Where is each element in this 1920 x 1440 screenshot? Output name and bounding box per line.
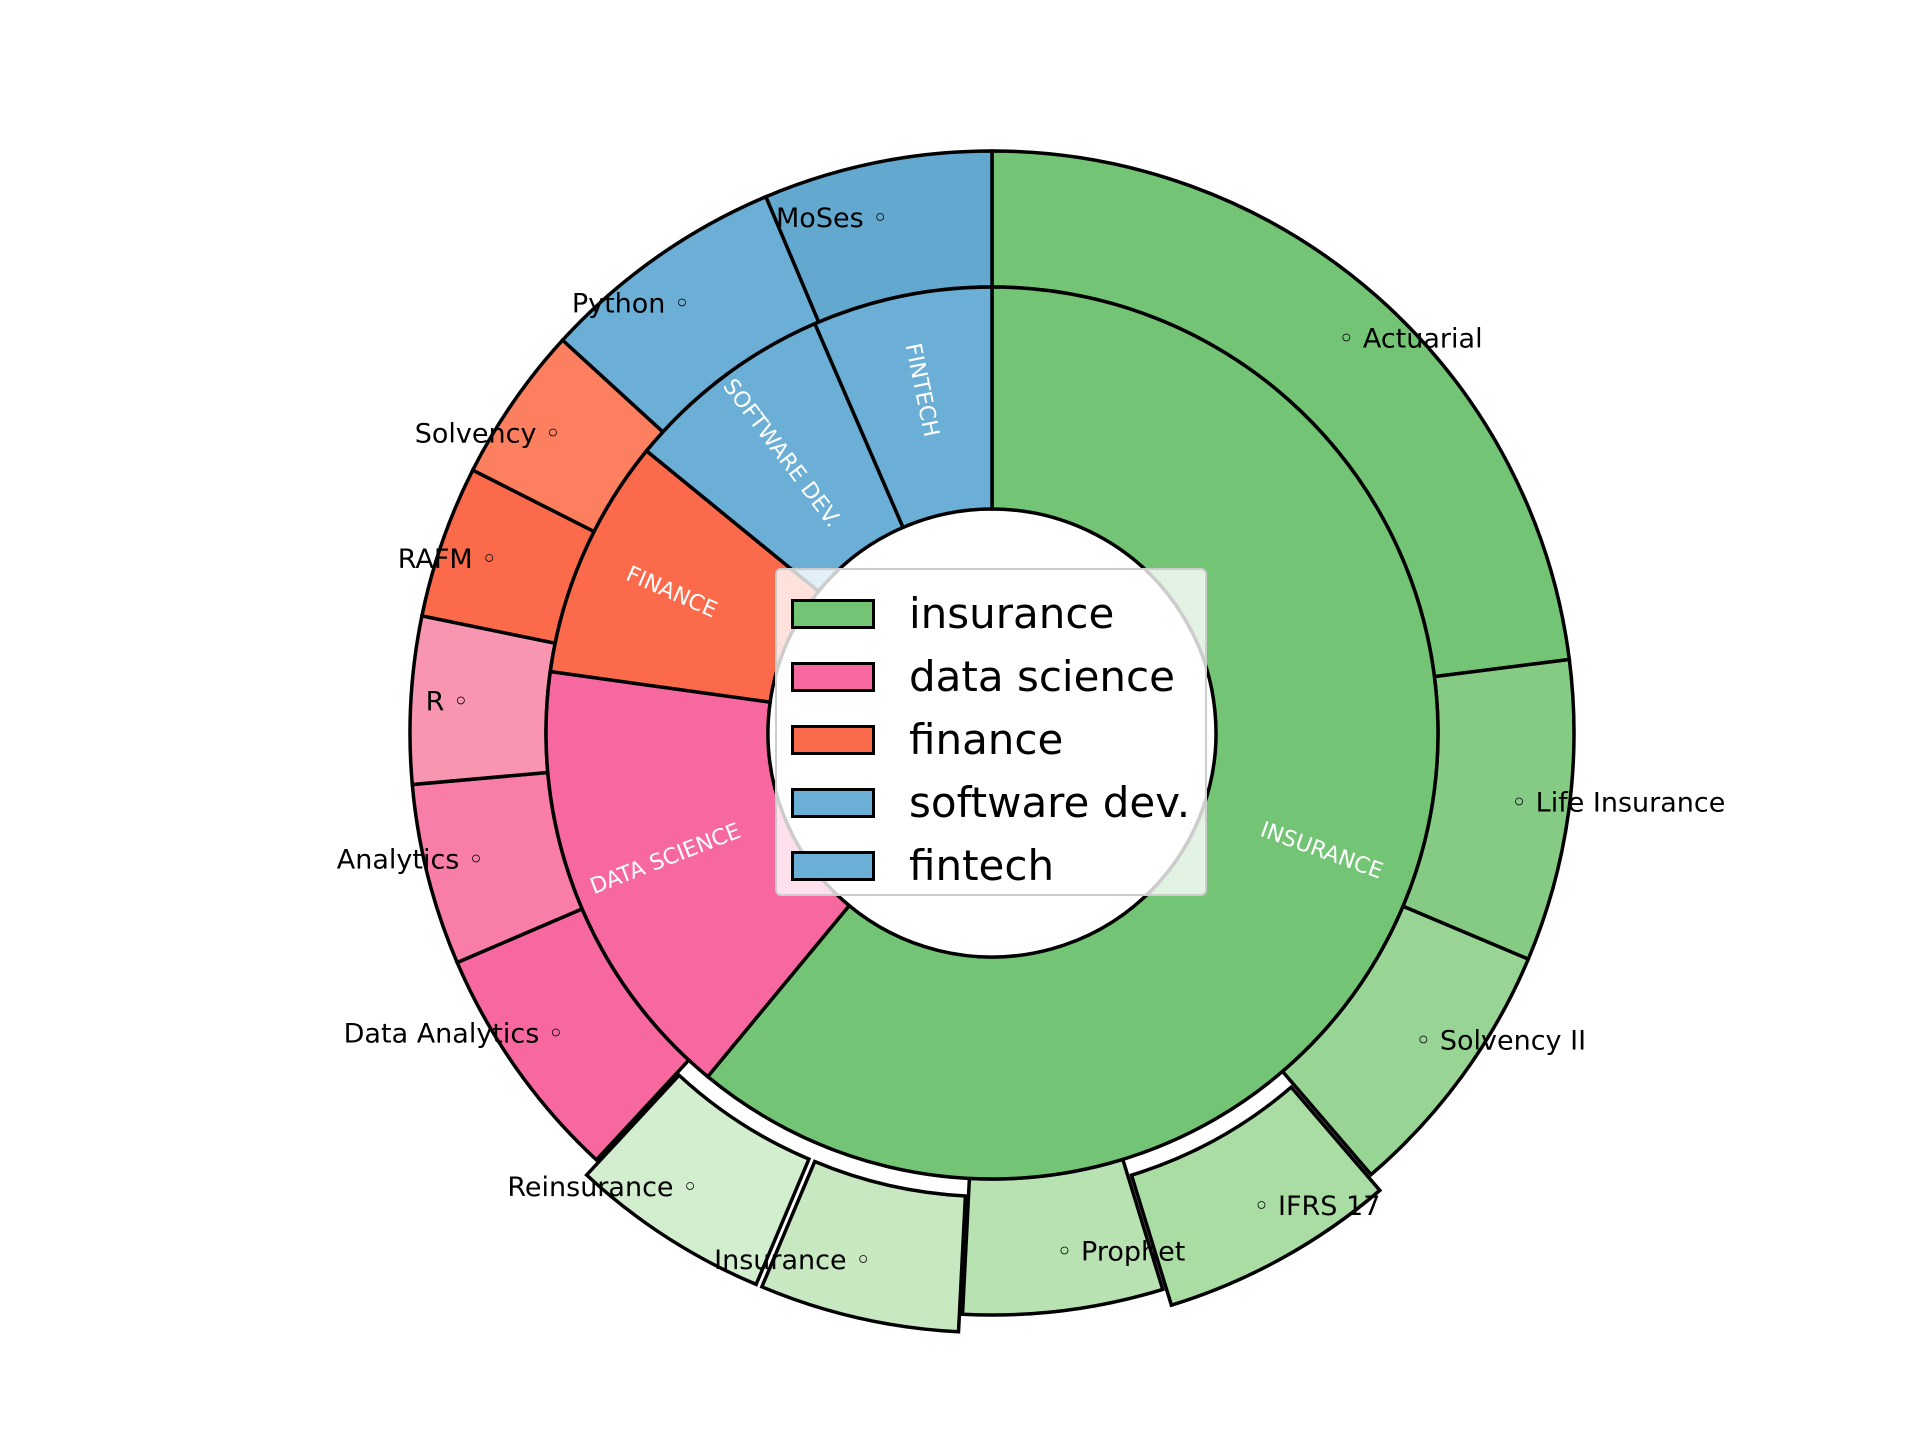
legend-swatch-data-science [791, 661, 875, 692]
legend-item-data-science: data science [791, 645, 1205, 708]
outer-wedge-ifrs-17 [1129, 1084, 1383, 1308]
outer-label-actuarial: ◦ Actuarial [1338, 323, 1482, 354]
outer-label-life-insurance: ◦ Life Insurance [1511, 788, 1725, 819]
legend-item-fintech: fintech [791, 834, 1205, 897]
outer-label-insurance: Insurance ◦ [714, 1245, 871, 1276]
outer-label-reinsurance: Reinsurance ◦ [507, 1172, 698, 1203]
outer-label-solvency-ii: ◦ Solvency II [1415, 1025, 1586, 1056]
outer-label-analytics: Analytics ◦ [337, 845, 484, 876]
legend-label-software-dev: software dev. [909, 778, 1191, 827]
legend-swatch-insurance [791, 598, 875, 629]
outer-label-solvency: Solvency ◦ [415, 419, 561, 450]
legend-item-software-dev: software dev. [791, 771, 1205, 834]
legend-item-insurance: insurance [791, 582, 1205, 645]
legend-label-fintech: fintech [909, 841, 1055, 890]
legend-label-finance: finance [909, 715, 1064, 764]
outer-wedge-insurance [759, 1159, 968, 1334]
outer-label-python: Python ◦ [572, 288, 690, 319]
outer-label-r: R ◦ [426, 687, 469, 718]
inner-wedge-fintech [812, 285, 994, 530]
chart-legend: insurance data science finance software … [775, 568, 1207, 896]
outer-label-ifrs-17: ◦ IFRS 17 [1254, 1191, 1381, 1222]
legend-label-data-science: data science [909, 652, 1175, 701]
legend-swatch-finance [791, 724, 875, 755]
legend-label-insurance: insurance [909, 589, 1115, 638]
outer-label-moses: MoSes ◦ [776, 203, 888, 234]
inner-wedge-insurance [705, 285, 1440, 1181]
outer-wedge-reinsurance [584, 1072, 812, 1287]
legend-swatch-fintech [791, 850, 875, 881]
outer-labels: ◦ Actuarial ◦ Life Insurance ◦ Solvency II… [337, 203, 1726, 1276]
outer-label-prophet: ◦ Prophet [1057, 1237, 1186, 1268]
legend-item-finance: finance [791, 708, 1205, 771]
outer-label-data-analytics: Data Analytics ◦ [344, 1019, 564, 1050]
legend-swatch-software-dev [791, 787, 875, 818]
outer-label-rafm: RAFM ◦ [398, 544, 497, 575]
